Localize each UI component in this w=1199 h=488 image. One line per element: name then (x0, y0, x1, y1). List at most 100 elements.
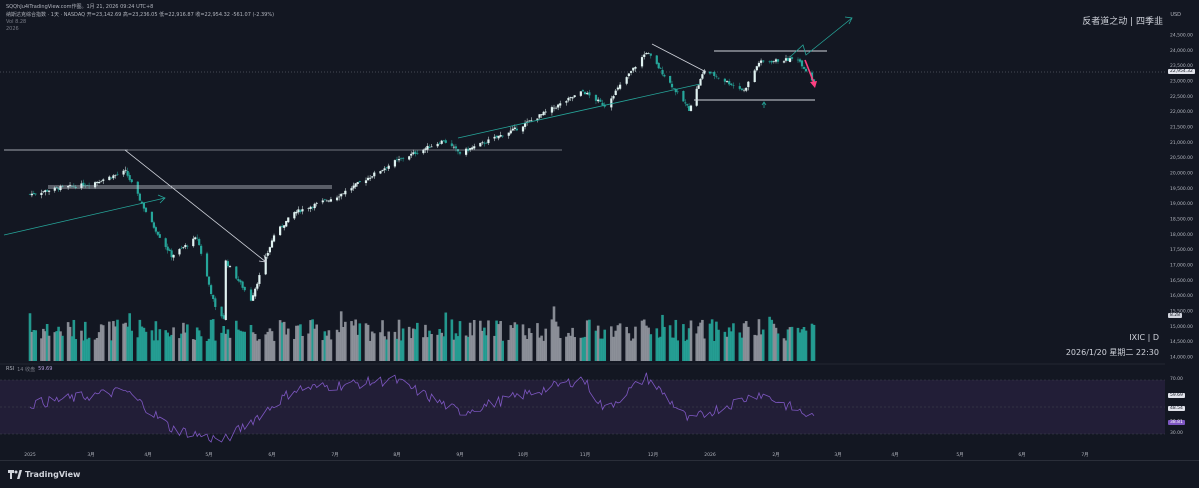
candle (207, 276, 211, 287)
volume-bar (32, 330, 36, 361)
rsi-legend[interactable]: RSI 14 收盘 59.69 (6, 366, 52, 373)
volume-bar (655, 328, 659, 361)
volume-bar (249, 324, 253, 361)
volume-bar (272, 340, 276, 361)
candle (228, 264, 232, 268)
candle (499, 131, 502, 138)
volume-bar (136, 337, 140, 361)
volume-bar (579, 337, 583, 361)
volume-bar (509, 325, 513, 361)
volume-bar (776, 333, 780, 361)
x-tick-label: 7月 (331, 452, 338, 458)
candle (399, 157, 403, 161)
volume-bar (116, 319, 119, 361)
bullish-scenario-arrow[interactable] (789, 17, 853, 58)
volume-bar (483, 327, 486, 361)
x-tick-label: 6月 (1018, 452, 1025, 458)
volume-bar (599, 338, 602, 361)
uptrend-line-mid[interactable] (457, 83, 701, 139)
volume-bar (725, 336, 729, 361)
bearish-scenario-arrow[interactable] (804, 59, 815, 84)
volume-bar (804, 330, 808, 361)
volume-bar (207, 338, 211, 361)
candle (122, 169, 125, 177)
volume-bar (95, 337, 99, 361)
volume-bar (507, 339, 511, 361)
rsi-value: 59.69 (38, 366, 53, 372)
candle (573, 95, 576, 98)
time-axis[interactable]: 2025 3月 4月 5月 6月 7月 8月 9月 10月 11月 12月 2026 2月 3月 4月 5月 6… (24, 452, 1088, 458)
volume-bar (128, 313, 131, 361)
volume-bar (158, 329, 162, 361)
volume-bar (479, 320, 482, 361)
volume-bar (370, 331, 374, 361)
candle (458, 151, 462, 156)
candle (272, 233, 276, 243)
candle (210, 283, 213, 297)
candle (569, 96, 572, 101)
volume-bar (699, 322, 702, 361)
volume-bar (525, 338, 529, 361)
tradingview-logo[interactable]: TradingView (8, 470, 80, 479)
candle (730, 83, 733, 87)
candle (669, 75, 672, 84)
candle (782, 60, 786, 64)
candle (383, 166, 386, 174)
rsi-path (29, 372, 815, 443)
candle (645, 52, 648, 55)
price-chart[interactable]: 24,500.00 24,000.00 23,500.00 23,000.00 22,5… (0, 0, 1199, 460)
volume-bar (468, 322, 472, 361)
candle (138, 192, 141, 201)
price-axis[interactable]: 24,500.00 24,000.00 23,500.00 23,000.00 22,5… (1170, 33, 1193, 361)
drawings[interactable] (3, 16, 853, 263)
candle (354, 183, 357, 189)
uptrend-line-left[interactable] (3, 197, 166, 236)
volume-bar (164, 330, 168, 361)
candle (180, 245, 183, 250)
volume-bar (529, 332, 533, 361)
volume-bar (178, 338, 181, 361)
candle (753, 69, 756, 83)
candle (682, 90, 685, 102)
volume-bar (464, 335, 468, 361)
volume-bar (307, 333, 310, 361)
volume-bar (495, 320, 498, 361)
volume-bar (426, 337, 429, 361)
volume-bar (138, 319, 142, 361)
volume-bar (573, 337, 576, 361)
candle (804, 67, 808, 73)
volume-bar (34, 330, 38, 361)
x-tick-label: 4月 (144, 452, 151, 458)
volume-bar (581, 337, 585, 361)
candle (28, 193, 32, 196)
volume-bar (430, 334, 433, 361)
candle (408, 155, 411, 161)
volume-bar (364, 323, 368, 361)
y-tick-label: 20,500.00 (1170, 155, 1193, 161)
candle (192, 235, 195, 248)
volume-bar (85, 339, 89, 361)
rsi-axis-70: 70.00 (1170, 377, 1183, 382)
volume-bar (278, 320, 282, 361)
volume-bar (740, 337, 744, 361)
volume-bar (812, 324, 816, 361)
volume-bar (266, 331, 270, 361)
symbol-ohlc-line[interactable]: 纳斯达克综合指数 · 1天 · NASDAQ 开=23,142.69 高=23,… (6, 12, 275, 18)
volume-bar (226, 329, 230, 361)
volume-bar (264, 334, 267, 361)
volume-bar (442, 336, 446, 361)
candle (614, 89, 617, 96)
volume-bar (286, 328, 290, 361)
y-tick-label: 24,500.00 (1170, 33, 1193, 39)
uptrend-arrowhead-left (157, 194, 166, 204)
volume-bar (57, 326, 60, 361)
candle (670, 80, 674, 91)
downtrend-line[interactable] (124, 149, 267, 263)
y-tick-label: 22,000.00 (1170, 109, 1193, 115)
candle (485, 141, 488, 144)
candle (625, 76, 628, 86)
volume-bar (649, 334, 653, 361)
volume-legend[interactable]: Vol 8.28 (6, 19, 27, 25)
candle (713, 70, 716, 80)
pullback-line[interactable] (651, 43, 707, 73)
